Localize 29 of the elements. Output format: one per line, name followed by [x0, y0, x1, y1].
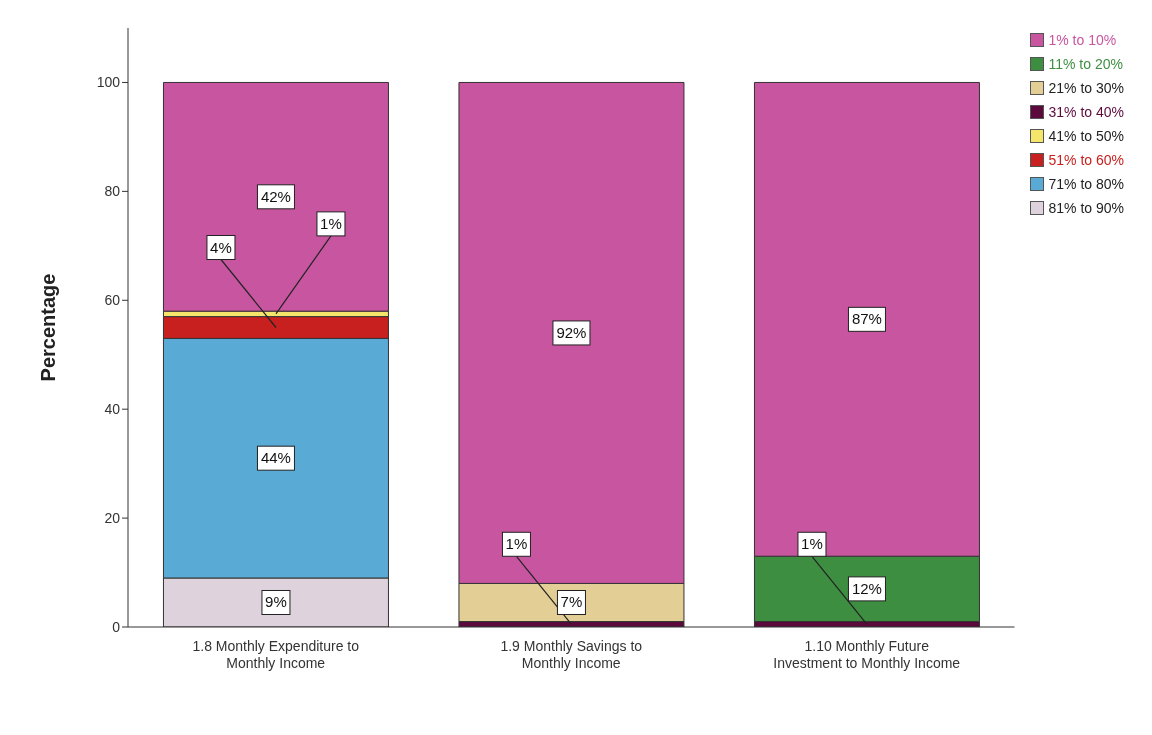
data-label: 1%: [801, 535, 823, 553]
x-tick-label: 1.8 Monthly Expenditure to Monthly Income: [192, 638, 360, 671]
y-tick-label: 20: [104, 510, 121, 527]
y-tick-label: 80: [104, 183, 121, 200]
data-label: 9%: [265, 593, 287, 611]
data-label: 1%: [505, 535, 528, 553]
data-label: 12%: [851, 579, 882, 597]
legend-label: 11% to 20%: [1048, 56, 1123, 72]
legend-label: 21% to 30%: [1048, 80, 1124, 96]
x-tick-label: 1.10 Monthly Future Investment to Monthly Income: [773, 638, 961, 671]
data-label: 4%: [210, 238, 232, 256]
data-label: 42%: [260, 187, 291, 205]
x-tick-label: 1.9 Monthly Savings to Monthly Income: [500, 638, 643, 671]
y-tick-label: 40: [104, 401, 121, 418]
y-tick-label: 0: [112, 618, 121, 635]
legend-label: 51% to 60%: [1048, 152, 1124, 168]
data-label: 87%: [851, 310, 882, 328]
y-tick-label: 100: [96, 74, 121, 91]
y-tick-label: 60: [104, 292, 121, 309]
text: 1% to 10%: [1048, 32, 1117, 48]
legend-label: 31% to 40%: [1048, 104, 1124, 120]
data-label: 44%: [260, 449, 291, 467]
legend-label: 41% to 50%: [1048, 128, 1124, 144]
legend-label: 81% to 90%: [1048, 200, 1124, 216]
data-label: 92%: [556, 323, 587, 341]
legend-label: 71% to 80%: [1048, 176, 1124, 192]
data-label: 7%: [560, 593, 583, 611]
data-label: 1%: [320, 214, 342, 232]
y-axis-title: Percentage: [37, 273, 60, 382]
